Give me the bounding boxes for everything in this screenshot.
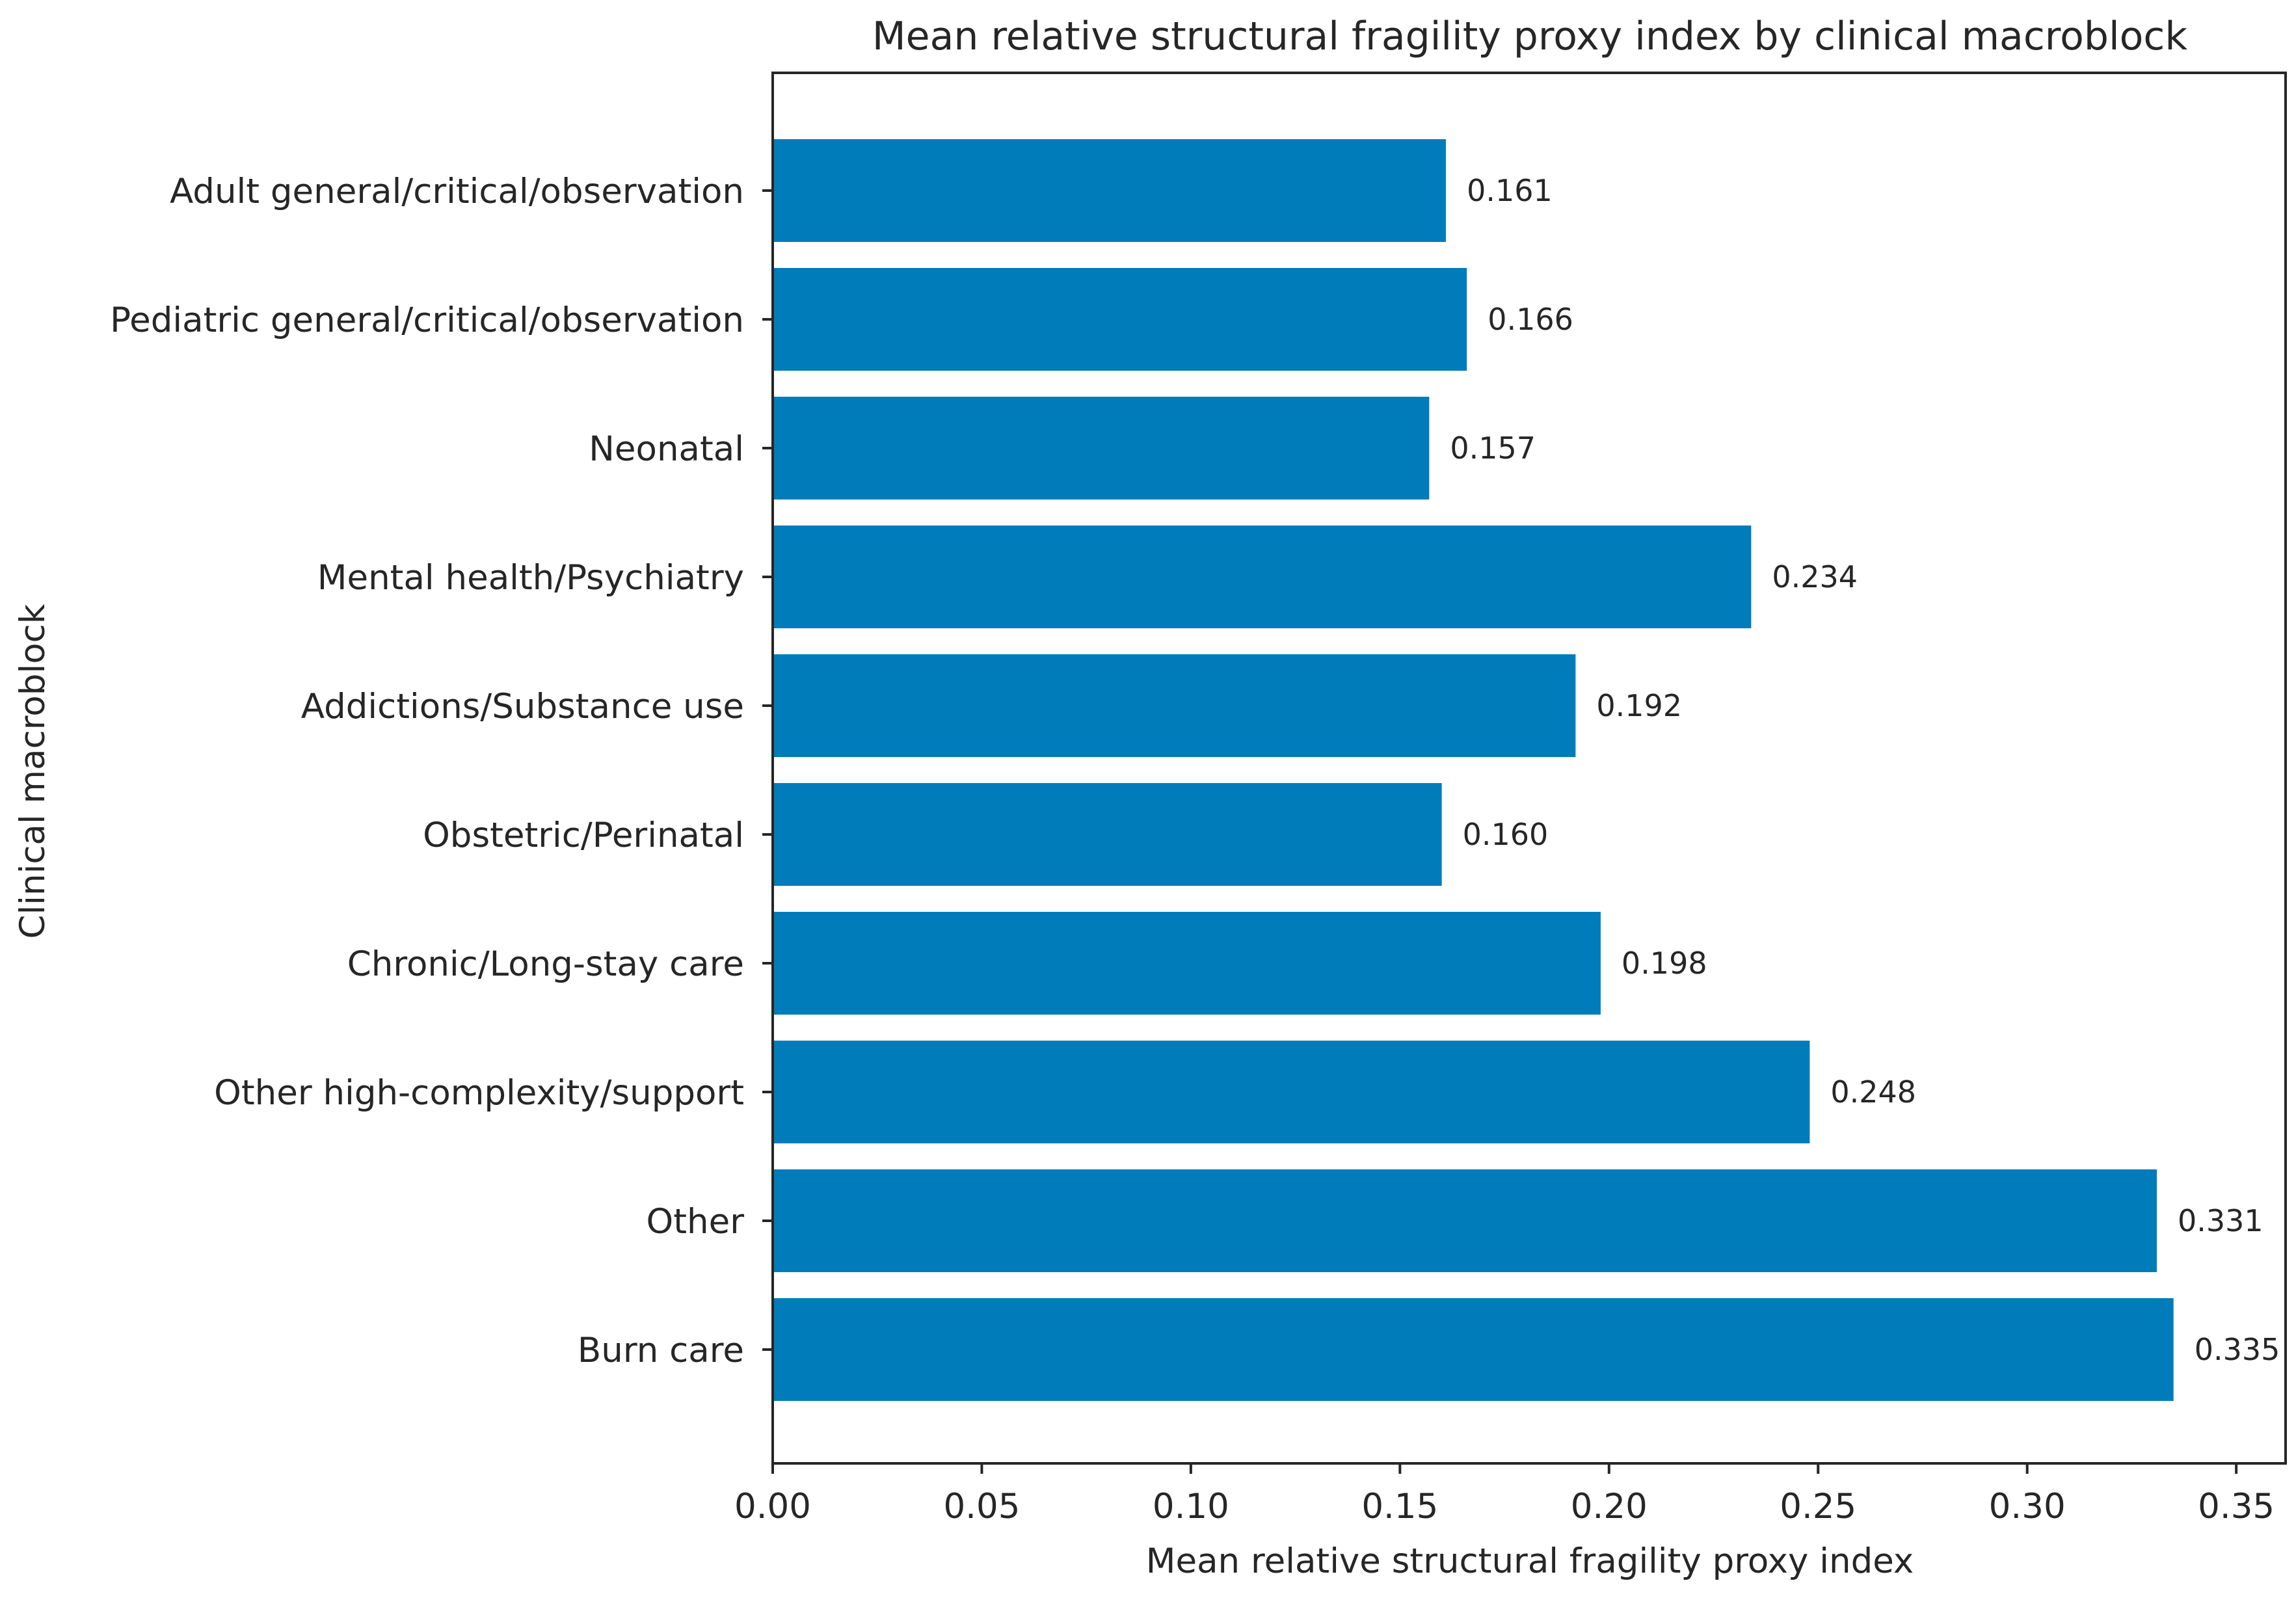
bar <box>773 1298 2174 1401</box>
bar-value-label: 0.248 <box>1830 1074 1916 1110</box>
y-tick-label: Other <box>647 1202 745 1242</box>
bar-value-label: 0.335 <box>2195 1332 2280 1367</box>
bar-value-label: 0.160 <box>1463 817 1549 852</box>
x-tick-label: 0.20 <box>1571 1487 1648 1526</box>
plot-frame <box>771 72 2287 1465</box>
bar <box>773 783 1442 886</box>
bar-value-label: 0.166 <box>1488 302 1573 337</box>
y-tick-label: Addictions/Substance use <box>301 687 744 726</box>
x-tick-label: 0.35 <box>2198 1487 2275 1526</box>
x-tick-label: 0.05 <box>943 1487 1020 1526</box>
x-tick-label: 0.25 <box>1780 1487 1856 1526</box>
bar <box>773 912 1601 1015</box>
x-tick-label: 0.30 <box>1989 1487 2066 1526</box>
y-tick-label: Burn care <box>578 1331 744 1370</box>
x-tick-label: 0.15 <box>1361 1487 1438 1526</box>
y-tick-label: Neonatal <box>589 429 744 469</box>
bar-value-label: 0.161 <box>1467 173 1553 208</box>
bar <box>773 1041 1810 1143</box>
x-tick-label: 0.10 <box>1153 1487 1229 1526</box>
bar <box>773 397 1430 499</box>
x-tick-label: 0.00 <box>734 1487 811 1526</box>
bar-value-label: 0.331 <box>2178 1203 2263 1238</box>
bar <box>773 654 1576 757</box>
y-tick-label: Adult general/critical/observation <box>170 172 744 211</box>
bar <box>773 268 1467 371</box>
bar-value-label: 0.157 <box>1450 431 1536 466</box>
bar <box>773 1169 2157 1272</box>
bar-value-label: 0.234 <box>1772 559 1858 594</box>
y-tick-label: Other high-complexity/support <box>214 1073 744 1113</box>
labels-layer: 0.161 0.166 0.157 0.234 0.192 0.160 0.198 0.248… <box>1450 173 2280 1367</box>
y-axis-title: Clinical macroblock <box>13 604 53 939</box>
y-tick-label: Chronic/Long-stay care <box>347 944 744 984</box>
bar <box>773 139 1447 242</box>
y-tick-label: Obstetric/Perinatal <box>423 816 744 855</box>
y-tick-label: Mental health/Psychiatry <box>317 558 744 598</box>
ticks-layer: Adult general/critical/observation Pediat… <box>110 172 2275 1526</box>
bar-value-label: 0.192 <box>1596 688 1682 723</box>
bar-value-label: 0.198 <box>1622 946 1707 981</box>
bar <box>773 526 1752 628</box>
y-tick-label: Pediatric general/critical/observation <box>110 300 744 340</box>
chart-title: Mean relative structural fragility proxy… <box>872 14 2187 59</box>
bars-layer <box>773 139 2174 1401</box>
x-axis-title: Mean relative structural fragility proxy… <box>1146 1541 1914 1581</box>
